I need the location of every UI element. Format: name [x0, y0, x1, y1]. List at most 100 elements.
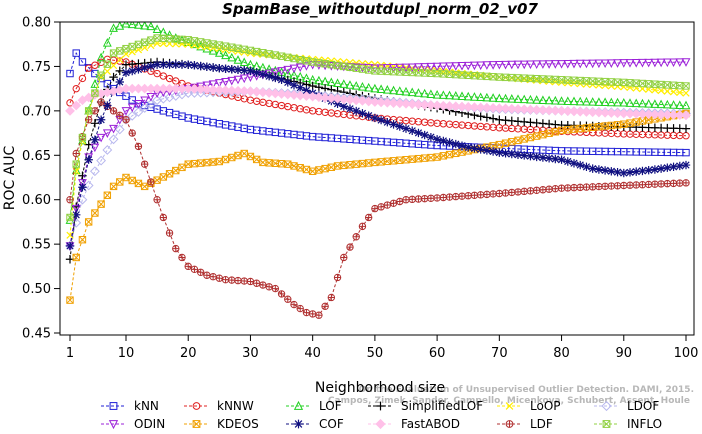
data-point-kdeos — [128, 176, 136, 185]
data-point-cof — [507, 149, 516, 159]
data-point-lof — [152, 24, 162, 34]
data-point-odin — [557, 60, 566, 69]
data-point-fastabod — [519, 104, 530, 115]
x-tick-label: 60 — [429, 346, 446, 361]
data-point-ldf — [346, 243, 354, 251]
data-point-odin — [470, 61, 479, 71]
data-point-odin — [507, 60, 517, 70]
data-point-ldf — [116, 111, 124, 120]
data-point-inflo — [72, 160, 80, 168]
data-point-knnw — [153, 69, 161, 78]
data-point-fastabod — [469, 102, 480, 113]
data-point-lof — [613, 97, 622, 107]
data-point-kdeos — [172, 166, 180, 175]
data-point-ldf — [165, 229, 174, 237]
data-point-ldf — [470, 191, 479, 199]
data-point-fastabod — [600, 107, 611, 118]
data-point-cof — [495, 148, 504, 157]
data-point-kdeos — [290, 162, 298, 170]
data-point-ldf — [669, 179, 678, 188]
data-point-odin — [214, 79, 224, 88]
data-point-odin — [134, 100, 143, 109]
data-point-ldf — [607, 182, 616, 190]
data-point-cof — [681, 160, 691, 170]
data-point-ldf — [595, 182, 603, 191]
x-tick-label: 90 — [616, 346, 633, 361]
data-point-inflo — [476, 72, 485, 80]
y-tick-label: 0.65 — [22, 149, 51, 164]
data-point-fastabod — [544, 105, 555, 116]
series-inflo — [66, 34, 690, 222]
data-point-cof — [283, 78, 292, 87]
data-point-cof — [72, 210, 81, 220]
legend-item-odin: ODIN — [101, 417, 165, 431]
data-point-fastabod — [332, 93, 343, 104]
data-point-ldof — [145, 99, 156, 110]
data-point-fastabod — [264, 88, 275, 98]
data-point-cof — [345, 104, 355, 113]
data-point-lof — [588, 97, 598, 106]
data-point-loop — [676, 88, 684, 97]
data-point-inflo — [265, 50, 273, 58]
data-point-ldf — [389, 199, 398, 207]
data-point-fastabod — [413, 99, 424, 110]
data-point-odin — [526, 60, 535, 70]
data-point-ldf — [140, 160, 149, 168]
data-point-kdeos — [103, 191, 112, 199]
data-point-ldf — [277, 290, 286, 298]
data-point-simplifiedlof — [681, 124, 691, 133]
data-point-kdeos — [539, 130, 547, 139]
data-point-inflo — [128, 42, 136, 51]
data-point-lof — [407, 87, 417, 97]
plot-frame — [59, 21, 695, 336]
data-point-inflo — [196, 38, 205, 46]
data-point-kdeos — [402, 156, 410, 164]
data-point-ldf — [221, 275, 230, 284]
data-point-cof — [470, 144, 479, 153]
data-point-ldf — [296, 304, 304, 313]
data-point-cof — [240, 66, 249, 75]
data-point-lof — [625, 98, 635, 107]
data-point-lof — [463, 91, 473, 101]
data-point-fastabod — [581, 107, 592, 117]
data-point-cof — [613, 167, 622, 177]
data-point-ldf — [364, 213, 373, 222]
data-point-inflo — [122, 44, 130, 53]
data-point-lof — [557, 96, 566, 105]
data-point-odin — [432, 62, 442, 72]
data-point-lof — [470, 92, 479, 101]
data-point-odin — [127, 103, 137, 113]
data-point-lof — [507, 94, 517, 103]
data-point-kdeos — [72, 253, 80, 262]
data-point-odin — [96, 133, 106, 143]
data-point-ldf — [209, 273, 217, 281]
data-point-fastabod — [637, 109, 648, 119]
data-point-loop — [246, 49, 255, 57]
data-point-odin — [501, 60, 510, 70]
data-point-cof — [383, 118, 392, 127]
data-point-ldf — [290, 300, 298, 309]
x-tick-label: 1 — [66, 346, 74, 361]
data-point-odin — [638, 58, 647, 68]
data-point-fastabod — [525, 104, 536, 115]
data-point-ldf — [576, 183, 584, 192]
data-point-lof — [563, 96, 573, 105]
data-point-ldf — [358, 222, 367, 231]
legend-swatch-marker — [293, 400, 304, 410]
data-point-ldf — [259, 281, 267, 289]
data-point-lof — [569, 96, 579, 106]
data-point-lof — [538, 95, 548, 104]
data-point-ldf — [352, 233, 360, 241]
data-point-loop — [109, 61, 118, 70]
data-point-fastabod — [245, 86, 256, 97]
data-point-fastabod — [668, 110, 679, 120]
data-point-ldf — [588, 183, 597, 191]
legend-label-simplifiedlof: SimplifiedLOF — [401, 399, 483, 413]
data-point-cof — [576, 160, 585, 170]
data-point-ldf — [464, 192, 472, 200]
data-point-ldf — [651, 180, 659, 188]
data-point-ldf — [439, 193, 448, 202]
data-point-kdeos — [116, 178, 124, 186]
data-point-odin — [121, 107, 131, 116]
data-point-fastabod — [450, 101, 461, 112]
